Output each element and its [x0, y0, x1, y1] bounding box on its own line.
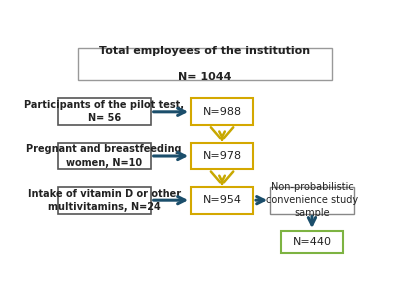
Text: N=440: N=440 — [292, 237, 332, 247]
FancyBboxPatch shape — [78, 48, 332, 80]
Text: N=978: N=978 — [202, 151, 242, 161]
FancyBboxPatch shape — [58, 187, 151, 214]
FancyBboxPatch shape — [191, 187, 253, 214]
Text: Total employees of the institution

N= 1044: Total employees of the institution N= 10… — [100, 46, 310, 82]
Text: Participants of the pilot test,
N= 56: Participants of the pilot test, N= 56 — [24, 100, 184, 124]
FancyBboxPatch shape — [58, 98, 151, 125]
Text: Pregnant and breastfeeding
women, N=10: Pregnant and breastfeeding women, N=10 — [26, 144, 182, 168]
FancyBboxPatch shape — [281, 231, 343, 253]
Text: N=954: N=954 — [202, 195, 242, 205]
FancyBboxPatch shape — [58, 143, 151, 169]
FancyBboxPatch shape — [191, 143, 253, 169]
FancyBboxPatch shape — [191, 98, 253, 125]
Text: Non-probabilistic
convenience study
sample: Non-probabilistic convenience study samp… — [266, 182, 358, 218]
Text: N=988: N=988 — [202, 107, 242, 117]
Text: Intake of vitamin D or other
multivitamins, N=24: Intake of vitamin D or other multivitami… — [28, 188, 181, 212]
FancyBboxPatch shape — [270, 187, 354, 214]
